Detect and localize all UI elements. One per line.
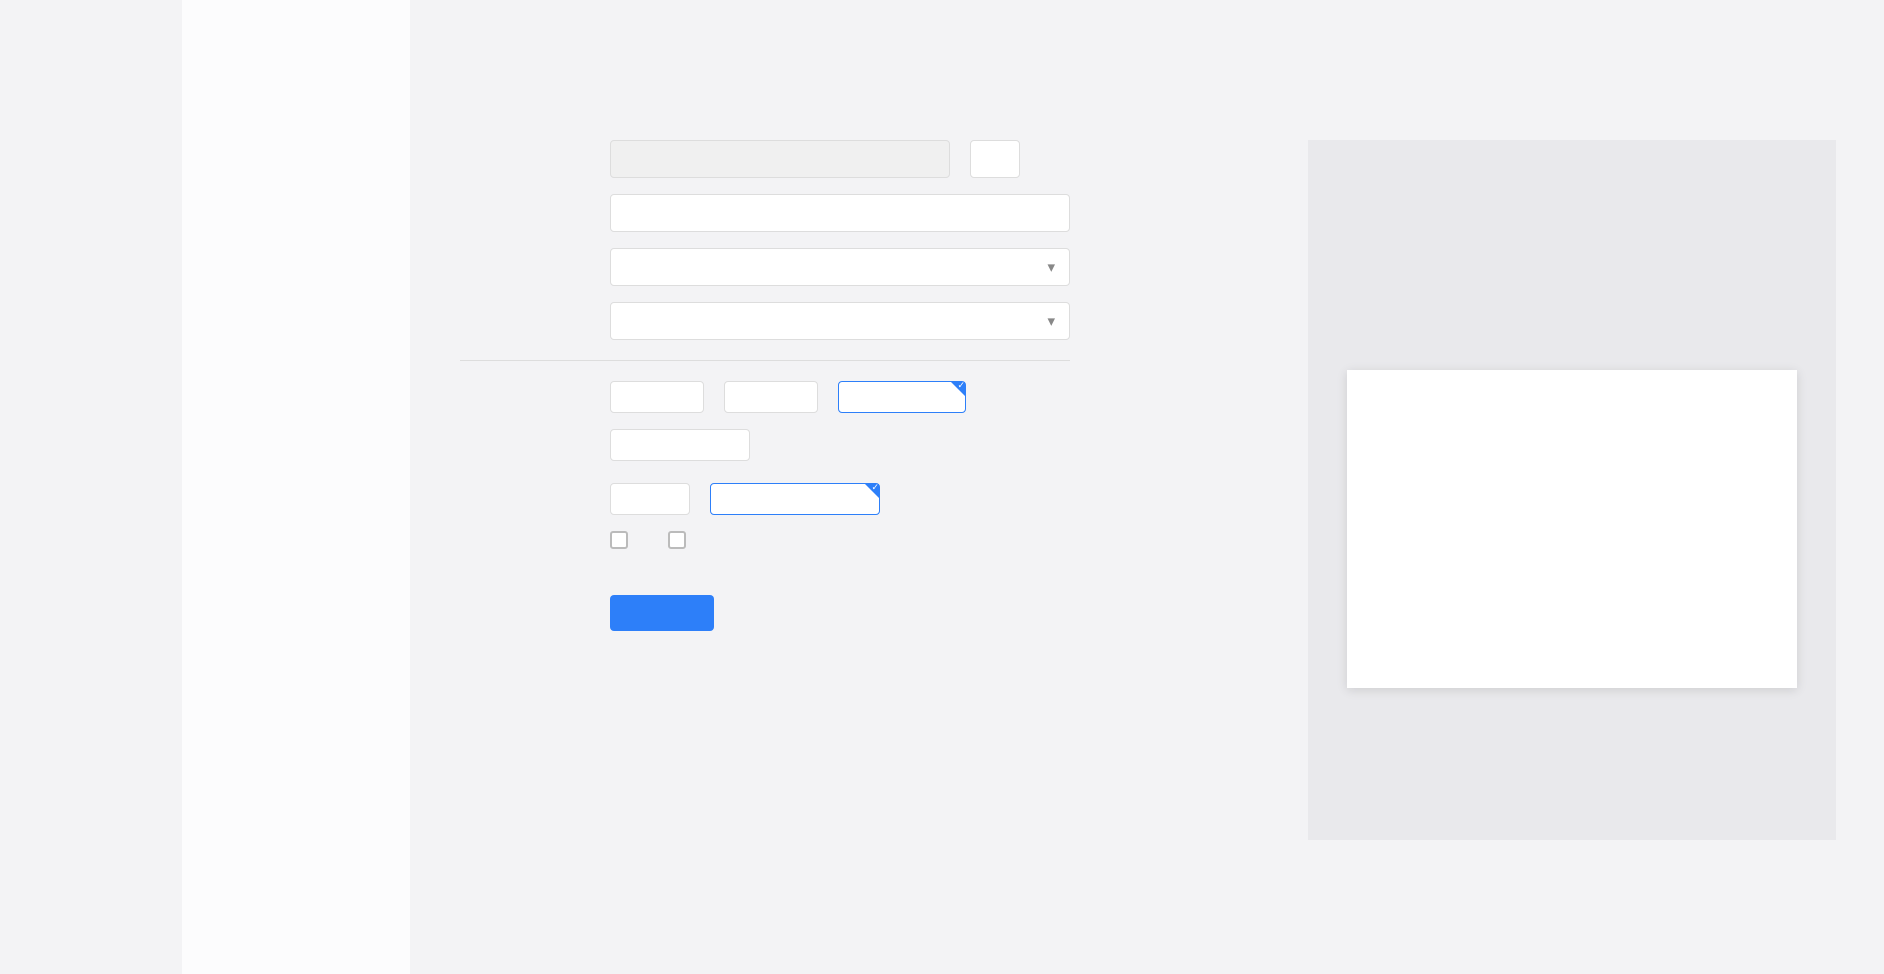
watermark-default-button[interactable]	[610, 483, 690, 515]
save-dir-input[interactable]	[610, 140, 950, 178]
browse-button[interactable]	[970, 140, 1020, 178]
export-button[interactable]	[610, 595, 714, 631]
remove-bg-checkbox[interactable]	[610, 531, 628, 549]
quality-normal-button[interactable]	[610, 381, 704, 413]
export-format-select[interactable]: ▾	[610, 248, 1070, 286]
export-range-select[interactable]: ▾	[610, 302, 1070, 340]
preview-page	[1347, 370, 1797, 688]
quality-hd-button[interactable]	[724, 381, 818, 413]
customize-button[interactable]	[610, 429, 750, 461]
send-heading	[182, 96, 410, 142]
divider	[460, 360, 1070, 361]
file-name-input[interactable]	[610, 194, 1070, 232]
quality-ultrahd-button[interactable]	[838, 381, 966, 413]
export-heading	[182, 60, 410, 96]
watermark-none-button[interactable]	[710, 483, 880, 515]
remove-margins-checkbox[interactable]	[668, 531, 686, 549]
preview-panel	[1308, 140, 1836, 840]
